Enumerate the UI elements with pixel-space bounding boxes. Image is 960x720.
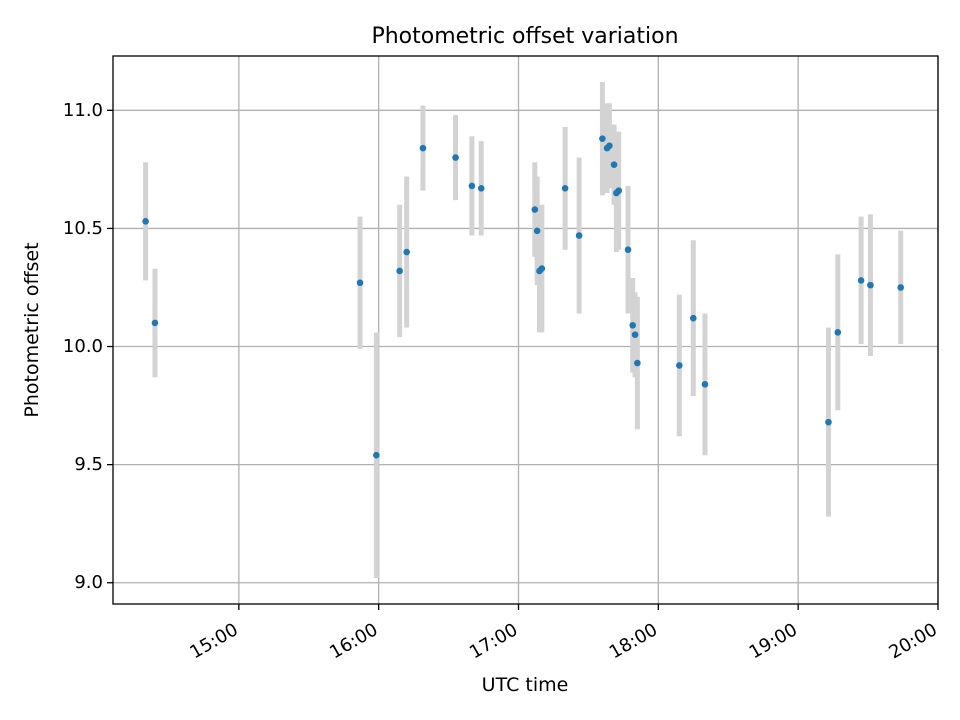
data-point <box>356 279 364 287</box>
data-point <box>599 135 606 142</box>
x-tick-label: 17:00 <box>466 619 521 663</box>
data-point <box>151 319 159 327</box>
data-point <box>701 381 709 388</box>
data-points <box>142 135 905 459</box>
data-point <box>452 154 459 161</box>
x-tick-label: 16:00 <box>326 619 381 663</box>
y-tick-label: 9.0 <box>74 572 103 593</box>
data-point <box>631 331 639 339</box>
data-point <box>373 451 380 459</box>
data-point <box>142 218 149 225</box>
y-axis-label: Photometric offset <box>21 242 43 417</box>
x-tick-label: 19:00 <box>746 619 801 663</box>
y-tick-label: 11.0 <box>63 100 103 121</box>
data-point <box>561 184 569 192</box>
plot-frame <box>112 55 939 605</box>
y-tick-label: 10.0 <box>63 336 103 357</box>
data-point <box>538 265 546 272</box>
data-point <box>610 161 618 168</box>
data-point <box>468 182 476 190</box>
data-point <box>897 284 905 291</box>
data-point <box>634 359 641 367</box>
y-tick-label: 9.5 <box>74 454 103 475</box>
grid-layer <box>113 56 939 604</box>
data-point <box>624 246 632 253</box>
axis-ticks: 15:00 16:00 17:00 18:00 19:00 20:00 9.0 9.5 10.0… <box>63 100 941 664</box>
y-tick-label: 10.5 <box>63 218 103 239</box>
data-point <box>615 187 623 194</box>
x-axis-label: UTC time <box>482 674 569 696</box>
data-point <box>676 362 683 369</box>
data-point <box>857 277 865 284</box>
data-point <box>867 281 874 289</box>
data-point <box>575 232 583 239</box>
data-point <box>689 314 697 322</box>
data-point <box>533 227 541 235</box>
chart-title: Photometric offset variation <box>371 24 678 49</box>
data-point <box>396 267 403 275</box>
data-point <box>477 184 485 192</box>
data-point <box>834 329 842 336</box>
x-tick-label: 15:00 <box>186 619 241 663</box>
error-bars <box>143 81 904 579</box>
data-point <box>606 142 613 150</box>
data-point <box>825 418 832 426</box>
x-tick-label: 18:00 <box>606 619 661 663</box>
data-point <box>629 321 637 329</box>
x-tick-label: 20:00 <box>885 619 940 663</box>
data-point <box>403 248 410 256</box>
data-point <box>531 206 539 213</box>
data-point <box>419 144 427 152</box>
